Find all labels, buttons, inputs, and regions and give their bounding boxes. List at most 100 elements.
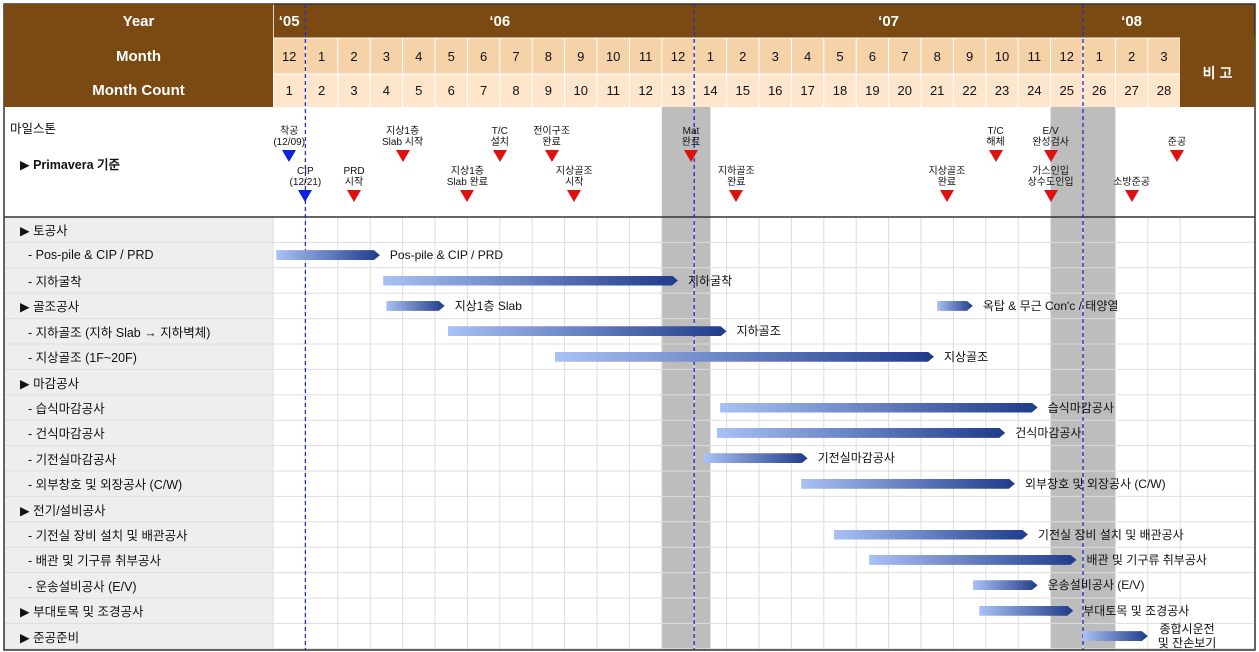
milestone-label: 지상1층 Slab 시작 bbox=[381, 126, 424, 148]
task-bar bbox=[555, 352, 934, 362]
month-cell: 9 bbox=[965, 48, 974, 64]
month-count-cell: 25 bbox=[1059, 83, 1075, 98]
task-name: - 건식마감공사 bbox=[28, 427, 105, 442]
milestone-label: T/C 설치 bbox=[490, 126, 509, 148]
month-count-cell: 3 bbox=[350, 83, 358, 98]
month-cell: 6 bbox=[868, 48, 876, 64]
task-bar-label: 옥탑 & 무근 Con'c / 태양열 bbox=[982, 298, 1119, 313]
task-bar-label: 부대토목 및 조경공사 bbox=[1083, 603, 1190, 618]
task-bar bbox=[973, 580, 1038, 590]
task-name: - 배관 및 기구류 취부공사 bbox=[28, 554, 162, 569]
task-bar bbox=[383, 276, 678, 286]
task-bar bbox=[869, 555, 1076, 565]
task-bar-label: 운송설비공사 (E/V) bbox=[1047, 578, 1145, 593]
milestone-label: CIP (12/21) bbox=[289, 166, 322, 188]
month-cell: 5 bbox=[836, 48, 844, 64]
task-bar-label: 건식마감공사 bbox=[1015, 425, 1082, 440]
month-cell: 9 bbox=[577, 48, 585, 64]
month-cell: 2 bbox=[350, 48, 358, 64]
task-bar-label: 기전실 장비 설치 및 배관공사 bbox=[1037, 527, 1184, 542]
month-cell: 4 bbox=[803, 48, 812, 64]
task-name: - 기전실 장비 설치 및 배관공사 bbox=[28, 528, 188, 543]
month-count-cell: 17 bbox=[800, 83, 815, 98]
year-header-label: Year bbox=[4, 4, 273, 38]
month-count-cell: 9 bbox=[544, 83, 552, 98]
milestone-label: 지하골조 완료 bbox=[717, 166, 755, 188]
milestone-marker-icon bbox=[988, 150, 1003, 162]
task-bar-label: 지하굴착 bbox=[688, 273, 733, 288]
outer-border bbox=[3, 3, 1256, 651]
month-count-cell: 19 bbox=[865, 83, 880, 98]
month-cell: 12 bbox=[281, 48, 297, 64]
milestone-label: 지상1층 Slab 완료 bbox=[446, 166, 488, 188]
milestone-label-bg bbox=[4, 107, 273, 217]
month-label: Month bbox=[116, 47, 161, 65]
month-cell: 4 bbox=[415, 48, 423, 64]
task-name: ▶ 토공사 bbox=[20, 224, 68, 239]
milestone-marker-icon bbox=[1043, 150, 1058, 162]
month-count-cell: 4 bbox=[382, 83, 390, 98]
milestone-label: 전이구조 완료 bbox=[533, 126, 571, 148]
month-cell: 3 bbox=[1160, 48, 1168, 64]
shaded-period bbox=[661, 107, 711, 650]
milestone-marker-icon bbox=[683, 150, 698, 162]
milestone-label: Mat 완료 bbox=[681, 126, 701, 148]
month-cell: 10 bbox=[994, 48, 1010, 64]
month-count-cell: 2 bbox=[317, 83, 326, 98]
task-bar bbox=[704, 453, 808, 463]
month-count-cell: 26 bbox=[1091, 83, 1107, 98]
month-count-cell: 6 bbox=[447, 83, 455, 98]
month-cell: 7 bbox=[901, 48, 909, 64]
month-count-cell: 24 bbox=[1027, 83, 1042, 98]
task-bar-label: 기전실마감공사 bbox=[817, 451, 895, 466]
month-count-cell: 7 bbox=[479, 83, 488, 98]
month-count-cell: 22 bbox=[962, 83, 977, 98]
task-name: - 기전실마감공사 bbox=[28, 452, 117, 467]
month-cell: 5 bbox=[447, 48, 455, 64]
milestone-marker-icon bbox=[282, 150, 297, 162]
milestone-marker-icon bbox=[395, 150, 410, 162]
month-count-cell: 20 bbox=[897, 83, 913, 98]
month-cell: 1 bbox=[706, 48, 714, 64]
milestone-marker-icon bbox=[939, 190, 954, 202]
task-bar-label: 지하골조 bbox=[736, 324, 781, 339]
month-count-cell: 13 bbox=[670, 83, 686, 98]
month-cell: 8 bbox=[933, 48, 941, 64]
month-count-cell: 28 bbox=[1156, 83, 1172, 98]
month-count-cell: 21 bbox=[929, 83, 945, 98]
month-cell: 1 bbox=[1095, 48, 1103, 64]
month-cell: 12 bbox=[670, 48, 686, 64]
month-count-cell: 5 bbox=[415, 83, 423, 98]
month-cell: 8 bbox=[544, 48, 552, 64]
milestone-marker-icon bbox=[298, 190, 313, 202]
task-bar-label: 종합시운전 및 잔손보기 bbox=[1157, 622, 1217, 651]
month-cell: 11 bbox=[1027, 48, 1042, 64]
milestone-marker-icon bbox=[1043, 190, 1058, 202]
task-bar bbox=[834, 530, 1028, 540]
year-cell: ‘08 bbox=[1121, 12, 1143, 30]
milestone-label: 지상골조 시작 bbox=[555, 166, 593, 188]
month-cell: 6 bbox=[479, 48, 488, 64]
task-bar bbox=[937, 301, 973, 311]
task-bar bbox=[979, 606, 1073, 616]
month-count-cell: 11 bbox=[606, 83, 620, 98]
milestone-section-subtitle: ▶ Primavera 기준 bbox=[20, 158, 121, 172]
task-bar bbox=[720, 403, 1038, 413]
task-name: - Pos-pile & CIP / PRD bbox=[28, 248, 154, 263]
task-bar bbox=[801, 479, 1015, 489]
milestone-label: 소방준공 bbox=[1113, 177, 1150, 188]
task-name: ▶ 전기/설비공사 bbox=[20, 503, 106, 518]
month-cell: 2 bbox=[1127, 48, 1136, 64]
task-bar bbox=[386, 301, 444, 311]
month-count-cell: 23 bbox=[994, 83, 1010, 98]
task-name: - 습식마감공사 bbox=[28, 401, 105, 416]
year-cell: ‘05 bbox=[278, 12, 300, 30]
task-name: ▶ 준공준비 bbox=[20, 630, 80, 645]
milestone-label: E/V 완성검사 bbox=[1032, 126, 1069, 148]
month-cell: 1 bbox=[317, 48, 326, 64]
task-name: - 지하골조 (지하 Slab → 지하벽체) bbox=[28, 325, 211, 340]
month-count-cell: 10 bbox=[573, 83, 589, 98]
month-cell: 2 bbox=[739, 48, 747, 64]
